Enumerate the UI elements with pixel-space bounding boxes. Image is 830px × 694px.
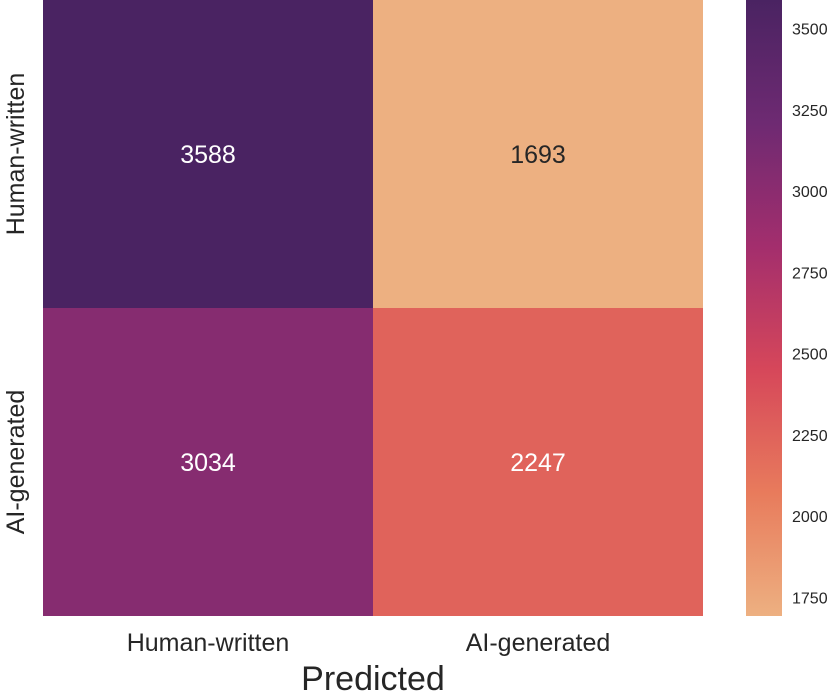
cell-value-label: 3034: [180, 449, 236, 477]
x-tick-label: Human-written: [127, 629, 290, 657]
y-tick-label: Human-written: [2, 73, 30, 236]
cell-value-label: 3588: [180, 141, 236, 169]
x-axis-title: Predicted: [301, 660, 445, 694]
heatmap-cells: [43, 0, 703, 616]
colorbar-tick-label: 1750: [792, 590, 828, 607]
colorbar-tick-label: 2250: [792, 428, 828, 445]
colorbar-tick-label: 3250: [792, 103, 828, 120]
heatmap-cell: [43, 308, 373, 616]
heatmap-cell: [373, 308, 703, 616]
colorbar-tick-label: 2000: [792, 509, 828, 526]
heatmap-cell: [43, 0, 373, 308]
heatmap-cell-labels: 3588 1693 3034 2247: [180, 141, 566, 477]
colorbar-tick-label: 2750: [792, 265, 828, 282]
colorbar-tick-label: 2500: [792, 347, 828, 364]
y-tick-label: AI-generated: [2, 390, 30, 535]
colorbar-tick-label: 3000: [792, 184, 828, 201]
cell-value-label: 2247: [510, 449, 566, 477]
y-tick-labels: Human-written AI-generated: [2, 73, 30, 535]
colorbar-gradient: [746, 0, 782, 616]
x-tick-label: AI-generated: [466, 629, 611, 657]
x-tick-labels: Human-written AI-generated: [127, 629, 611, 657]
colorbar-tick-label: 3500: [792, 22, 828, 39]
colorbar: 1750 2000 2250 2500 2750 3000 3250 3500: [746, 0, 828, 616]
cell-value-label: 1693: [510, 141, 566, 169]
colorbar-ticks: 1750 2000 2250 2500 2750 3000 3250 3500: [792, 22, 828, 608]
heatmap-cell: [373, 0, 703, 308]
